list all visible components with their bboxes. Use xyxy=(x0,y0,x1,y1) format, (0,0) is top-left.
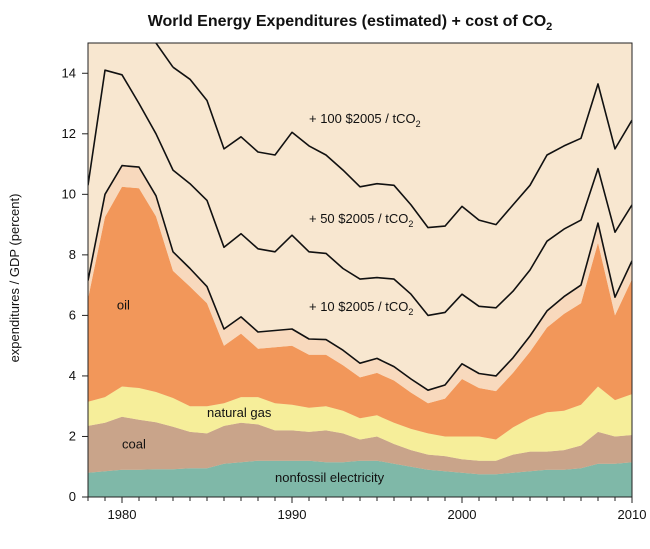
y-tick-label: 0 xyxy=(69,489,76,504)
area-nonfossil-electricity xyxy=(88,460,632,497)
area-natural-gas xyxy=(88,386,632,461)
x-tick-label: 2000 xyxy=(448,507,477,522)
label-coal: coal xyxy=(122,437,146,452)
line-10-per-tco2 xyxy=(88,164,632,391)
plot-area: 0 2 4 6 8 10 12 14 1980 1990 2000 2010 + 100 $2005 /… xyxy=(62,42,647,522)
y-axis-label: expenditures / GDP (percent) xyxy=(7,194,22,363)
y-tick-label: 12 xyxy=(62,126,76,141)
area--10-2005-tco2 xyxy=(88,165,632,404)
x-tick-label: 2010 xyxy=(618,507,647,522)
annotation-50-per-tco2: + 50 $2005 / tCO2 xyxy=(309,211,413,229)
y-tick-label: 8 xyxy=(69,247,76,262)
annotation-10-per-tco2: + 10 $2005 / tCO2 xyxy=(309,299,413,317)
line-100-per-tco2-start xyxy=(155,43,174,68)
line-50-per-tco2 xyxy=(88,69,632,317)
y-tick-label: 2 xyxy=(69,428,76,443)
series-group xyxy=(88,43,632,497)
x-tick-label: 1990 xyxy=(278,507,307,522)
area-oil xyxy=(88,186,632,440)
label-oil: oil xyxy=(117,297,130,312)
area-coal xyxy=(88,416,632,475)
y-tick-label: 10 xyxy=(62,186,76,201)
line-100-per-tco2 xyxy=(172,66,632,229)
x-tick-label: 1980 xyxy=(108,507,137,522)
y-tick-label: 6 xyxy=(69,307,76,322)
label-nonfossil-electricity: nonfossil electricity xyxy=(275,470,385,485)
chart-title: World Energy Expenditures (estimated) + … xyxy=(148,13,553,33)
y-tick-label: 14 xyxy=(62,65,76,80)
label-natural-gas: natural gas xyxy=(207,405,272,420)
y-tick-label: 4 xyxy=(69,368,76,383)
annotation-100-per-tco2: + 100 $2005 / tCO2 xyxy=(309,111,421,129)
